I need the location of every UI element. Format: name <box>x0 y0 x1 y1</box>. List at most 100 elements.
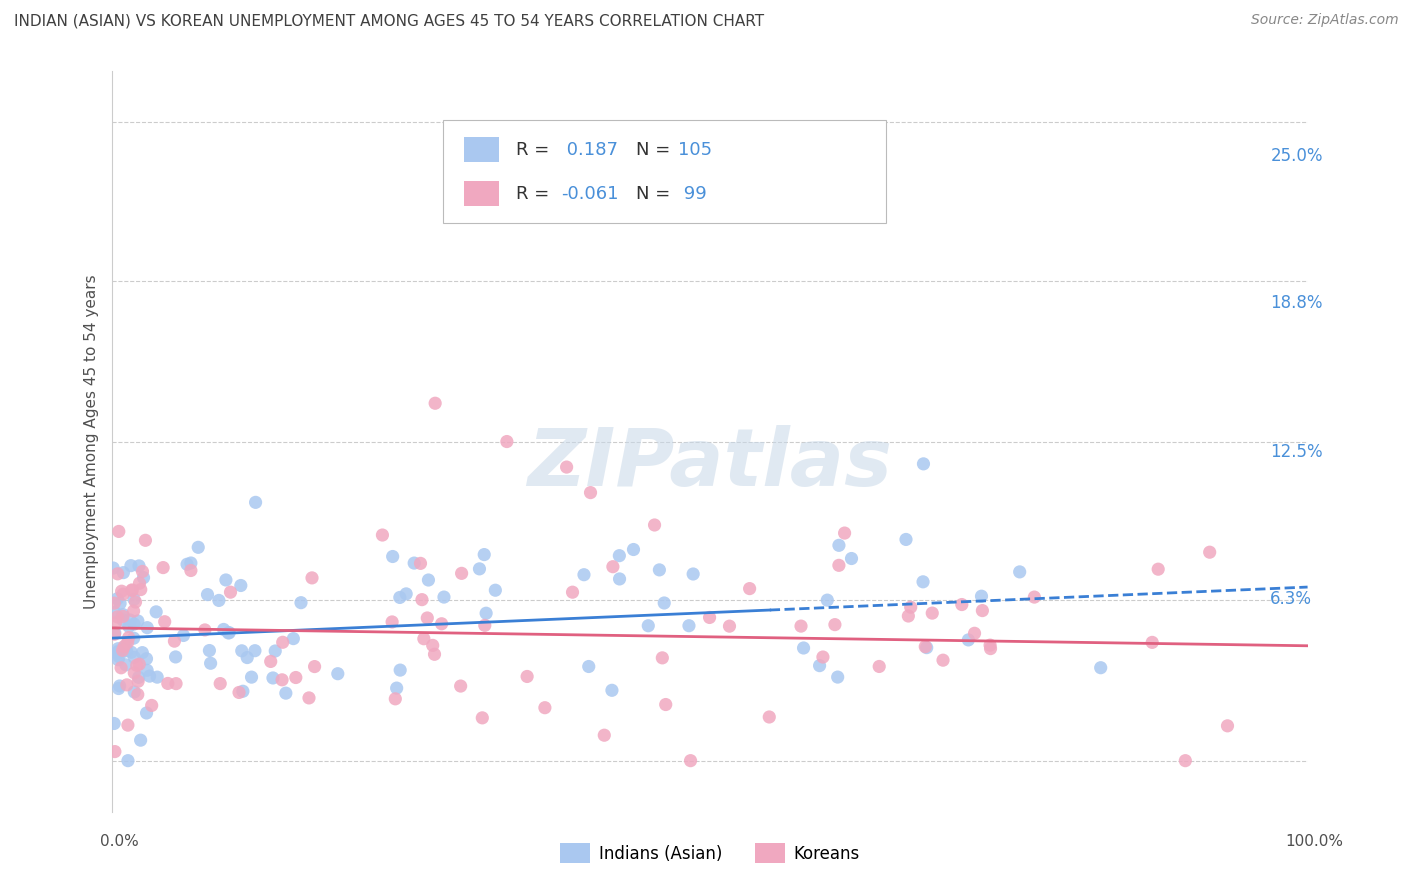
Point <box>172 593 194 607</box>
Point <box>464 613 486 627</box>
Point <box>173 653 195 667</box>
Point <box>170 643 193 657</box>
Point <box>187 678 209 692</box>
Point <box>284 675 307 690</box>
Point <box>254 649 277 664</box>
Point <box>287 644 309 658</box>
Point <box>191 564 214 578</box>
Point <box>249 618 271 632</box>
Point <box>965 632 987 647</box>
Point <box>212 610 235 624</box>
Point <box>950 621 973 635</box>
Text: N =: N = <box>636 141 675 159</box>
Point <box>176 633 198 648</box>
Point <box>832 528 855 542</box>
Point <box>939 595 962 609</box>
Point <box>211 560 233 574</box>
Point <box>195 645 218 659</box>
Point <box>419 611 441 625</box>
Point <box>174 585 197 599</box>
Point <box>222 643 245 657</box>
Point <box>180 609 202 624</box>
Point <box>311 663 333 677</box>
Point <box>551 206 574 220</box>
Point <box>794 635 817 649</box>
Point <box>423 672 446 686</box>
Point <box>200 688 222 702</box>
Point <box>174 604 197 618</box>
Point <box>893 597 915 611</box>
Point <box>1143 739 1166 754</box>
Point <box>957 600 980 615</box>
Point <box>863 652 886 666</box>
Point <box>184 625 207 640</box>
Point <box>295 500 318 514</box>
Point <box>173 582 195 597</box>
Point <box>1118 562 1140 576</box>
Point <box>167 611 190 625</box>
Point <box>1112 630 1135 644</box>
Point <box>329 626 352 640</box>
Point <box>458 408 481 422</box>
Point <box>904 574 927 588</box>
Point <box>190 721 212 735</box>
Point <box>763 698 786 713</box>
Point <box>322 677 344 691</box>
Point <box>905 633 928 648</box>
Point <box>229 624 252 638</box>
Point <box>188 665 211 680</box>
Y-axis label: Unemployment Among Ages 45 to 54 years: Unemployment Among Ages 45 to 54 years <box>83 283 98 618</box>
Point <box>273 583 295 598</box>
Point <box>170 526 193 541</box>
Point <box>817 591 839 605</box>
Point <box>426 588 449 602</box>
Point <box>420 550 443 565</box>
Point <box>198 661 221 675</box>
Point <box>432 584 454 599</box>
Point <box>890 605 912 619</box>
Point <box>177 638 200 652</box>
Point <box>449 626 471 640</box>
Point <box>169 589 191 603</box>
Point <box>309 648 332 662</box>
Point <box>195 695 218 709</box>
Point <box>627 571 650 585</box>
Point <box>263 668 285 682</box>
Point <box>271 621 294 635</box>
Point <box>467 588 489 602</box>
Point <box>184 658 207 673</box>
Point <box>174 565 197 579</box>
Point <box>583 583 606 598</box>
Point <box>232 558 254 572</box>
Text: 0.187: 0.187 <box>561 141 619 159</box>
Point <box>945 627 967 641</box>
Point <box>172 670 194 684</box>
Point <box>727 615 749 629</box>
Point <box>166 593 188 607</box>
Text: Source: ZipAtlas.com: Source: ZipAtlas.com <box>1251 13 1399 28</box>
Legend: Indians (Asian), Koreans: Indians (Asian), Koreans <box>564 814 877 847</box>
Point <box>291 662 314 676</box>
Point <box>187 651 209 665</box>
Point <box>1005 588 1028 602</box>
Point <box>195 656 218 670</box>
Point <box>346 570 368 584</box>
Point <box>640 543 662 558</box>
Point <box>558 690 581 705</box>
Point <box>823 613 845 627</box>
Point <box>319 630 342 644</box>
Point <box>269 572 291 586</box>
Point <box>190 574 212 589</box>
Point <box>447 590 470 604</box>
Point <box>188 662 211 676</box>
Point <box>669 688 692 702</box>
Point <box>904 464 927 478</box>
Point <box>170 638 193 652</box>
Point <box>907 634 929 648</box>
Text: 105: 105 <box>678 141 711 159</box>
Point <box>889 534 911 549</box>
Point <box>177 669 200 683</box>
Point <box>745 580 768 594</box>
Point <box>177 633 200 648</box>
Point <box>177 650 200 665</box>
